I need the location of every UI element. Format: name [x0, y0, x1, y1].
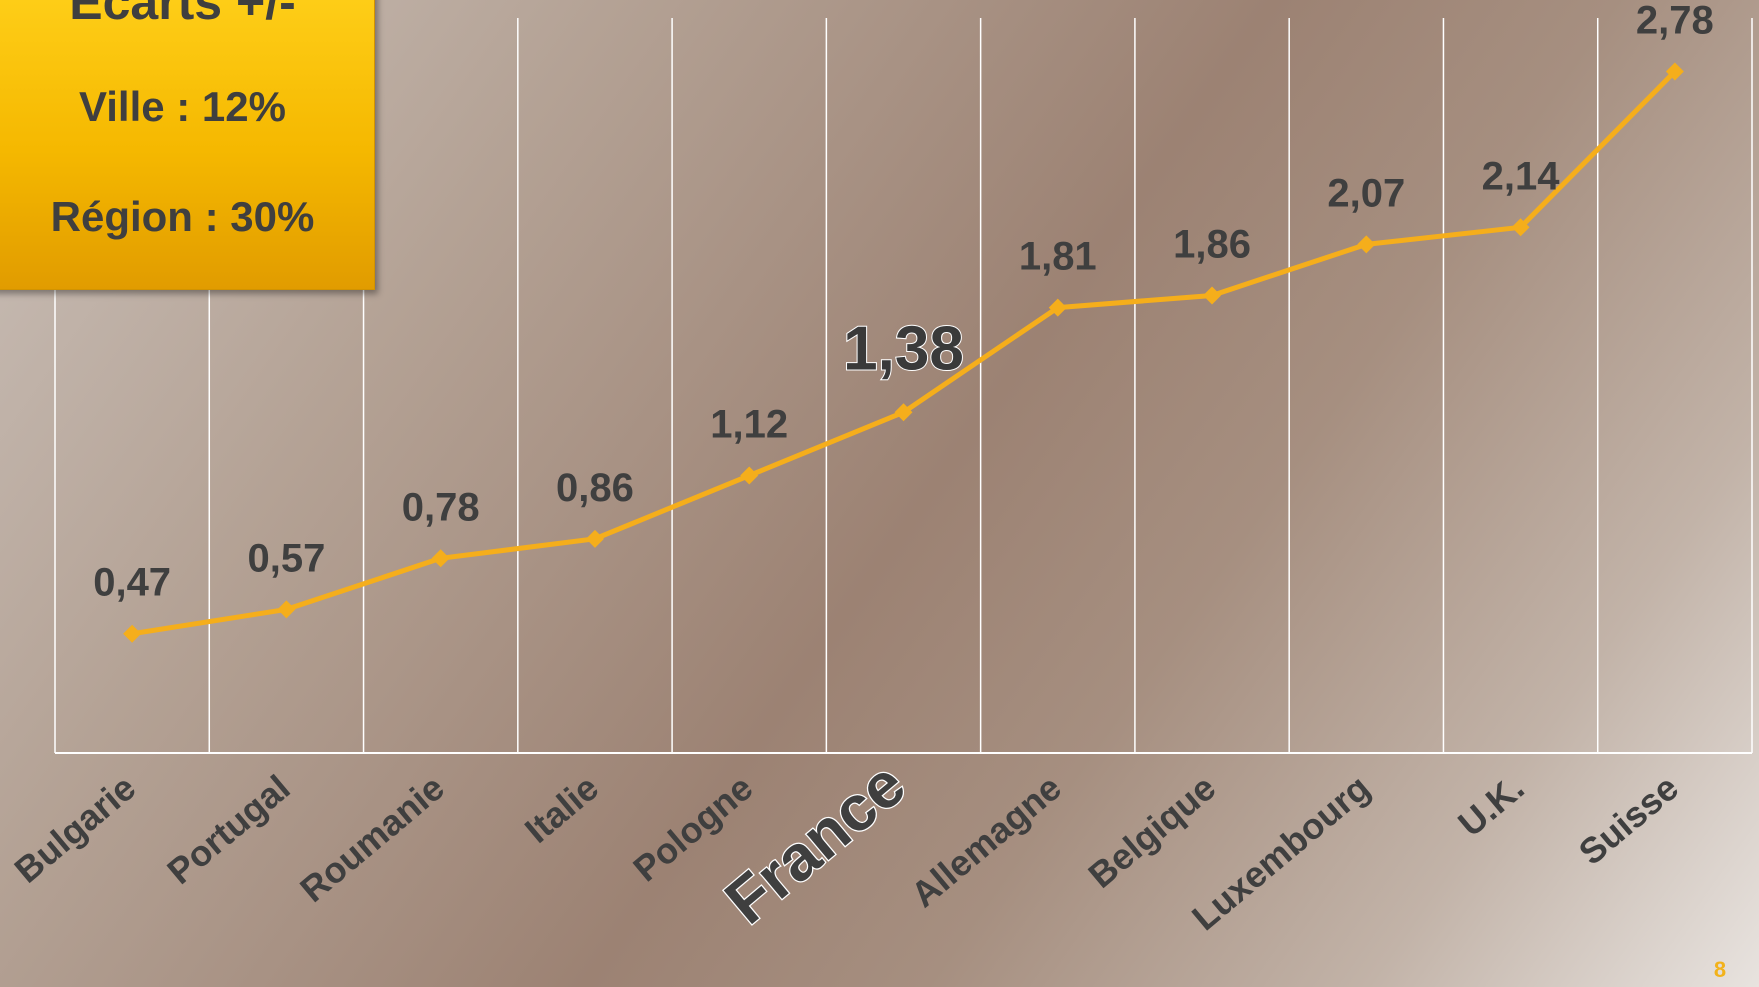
- callout-title: Ecarts +/-: [69, 0, 296, 30]
- category-label-allemagne: Allemagne: [903, 767, 1069, 915]
- data-label-pologne: 1,12: [710, 403, 788, 447]
- page-number: 8: [1713, 957, 1727, 982]
- marker-luxembourg: [1357, 235, 1376, 254]
- data-labels: 0,47 0,57 0,78 0,86 1,12 1,38 1,81 1,86 2,07 2,14…: [93, 0, 1714, 605]
- category-label-uk: U.K.: [1450, 767, 1532, 845]
- category-label-portugal: Portugal: [159, 767, 297, 892]
- callout-region-gap: Région : 30%: [50, 193, 315, 240]
- marker-uk: [1511, 218, 1530, 237]
- marker-allemagne: [1048, 298, 1067, 317]
- data-label-portugal: 0,57: [247, 536, 325, 580]
- marker-belgique: [1203, 286, 1222, 305]
- category-label-france: France: [711, 748, 918, 938]
- marker-suisse: [1665, 62, 1684, 81]
- data-label-allemagne: 1,81: [1019, 235, 1097, 279]
- category-label-roumanie: Roumanie: [292, 767, 452, 910]
- data-label-suisse: 2,78: [1636, 0, 1714, 43]
- gap-callout-box: Ecarts +/- Ville : 12% Région : 30%: [0, 0, 375, 290]
- category-label-bulgarie: Bulgarie: [7, 767, 144, 891]
- data-label-france: 1,38: [843, 314, 964, 383]
- data-label-roumanie: 0,78: [402, 485, 480, 529]
- data-label-italie: 0,86: [556, 466, 634, 510]
- category-label-italie: Italie: [517, 767, 606, 851]
- marker-bulgarie: [123, 624, 142, 643]
- data-label-belgique: 1,86: [1173, 222, 1251, 266]
- category-label-suisse: Suisse: [1571, 767, 1686, 873]
- callout-city-gap: Ville : 12%: [78, 83, 286, 130]
- data-label-luxembourg: 2,07: [1327, 171, 1405, 215]
- marker-roumanie: [431, 549, 450, 568]
- marker-pologne: [740, 466, 759, 485]
- data-markers: [123, 62, 1684, 643]
- data-label-bulgarie: 0,47: [93, 561, 171, 605]
- marker-portugal: [277, 600, 296, 619]
- marker-italie: [585, 529, 604, 548]
- category-label-belgique: Belgique: [1080, 767, 1223, 896]
- data-label-uk: 2,14: [1482, 154, 1561, 198]
- marker-france: [894, 403, 913, 422]
